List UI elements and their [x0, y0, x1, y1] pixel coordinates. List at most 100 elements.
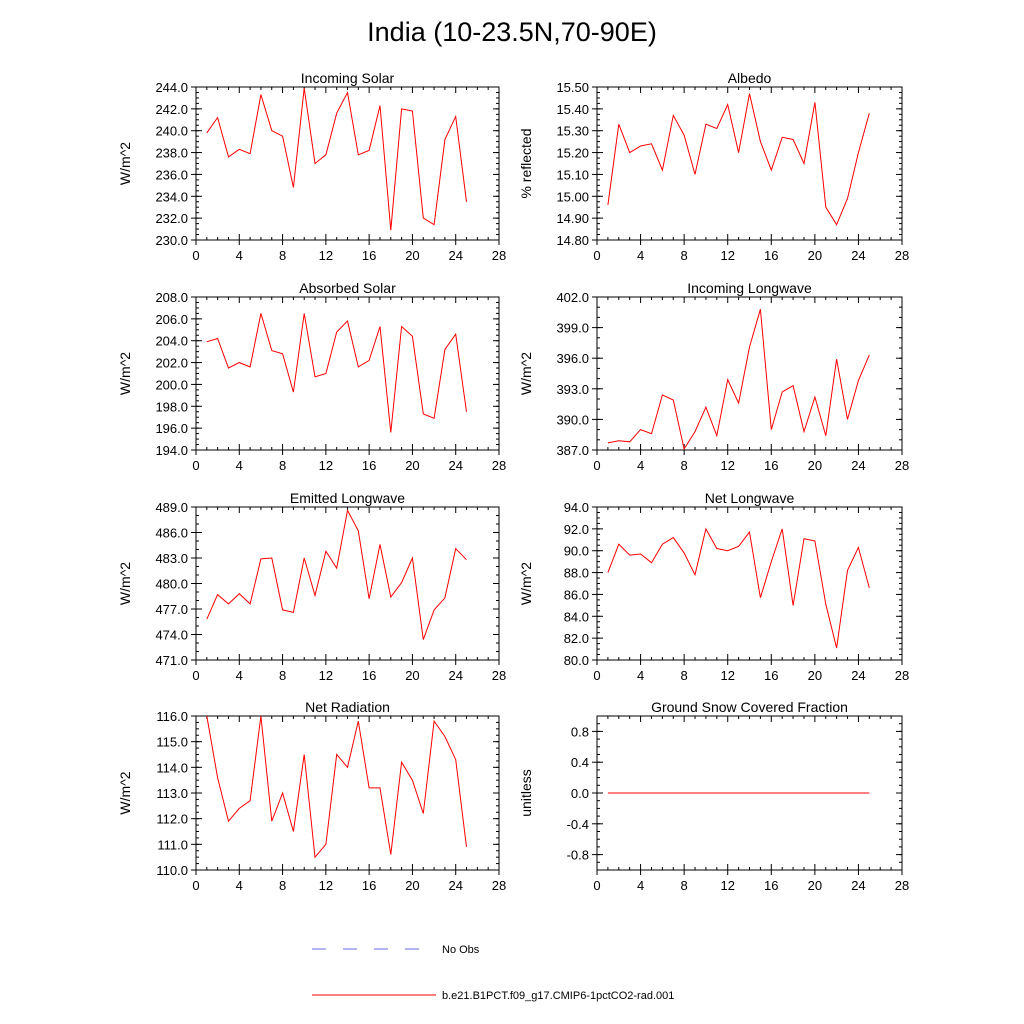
panel-net-longwave: Net Longwave W/m^2 0 4 8 12 16 20 24 28 80.0 82.0 84…: [518, 490, 909, 683]
panel-incoming-longwave: Incoming Longwave W/m^2 0 4 8 12 16 20 24 28 387.0…: [518, 280, 909, 473]
x-tick-label: 4: [637, 458, 644, 473]
x-tick-label: 20: [808, 458, 822, 473]
x-tick-label: 28: [895, 458, 909, 473]
y-tick-label: 194.0: [155, 443, 188, 458]
y-tick-label: 110.0: [156, 863, 188, 878]
x-tick-label: 20: [405, 668, 419, 683]
x-tick-label: 4: [637, 668, 644, 683]
series-line-net-longwave: [607, 527, 870, 649]
y-tick-label: 116.0: [156, 709, 188, 724]
x-tick-label: 0: [192, 668, 199, 683]
x-tick-label: 0: [593, 878, 600, 893]
x-tick-label: 4: [637, 878, 644, 893]
y-axis-label: W/m^2: [117, 771, 133, 814]
y-tick-label: 471.0: [155, 653, 188, 668]
series-line-incoming-longwave: [607, 309, 870, 451]
x-tick-label: 20: [405, 248, 419, 263]
y-tick-label: 238.0: [155, 146, 188, 161]
y-tick-label: 86.0: [564, 587, 589, 602]
legend: No Obs b.e21.B1PCT.f09_g17.CMIP6-1pctCO2…: [312, 944, 674, 1002]
y-tick-label: 208.0: [155, 290, 188, 305]
y-tick-label: 402.0: [556, 290, 589, 305]
legend-obs-label: No Obs: [442, 944, 480, 956]
x-tick-label: 12: [319, 878, 333, 893]
figure-title: India (10-23.5N,70-90E): [367, 17, 657, 47]
x-tick-label: 8: [681, 248, 688, 263]
y-tick-label: 111.0: [157, 837, 188, 852]
series-line-emitted-longwave: [206, 508, 467, 640]
x-tick-label: 0: [593, 458, 600, 473]
x-tick-label: 28: [492, 878, 506, 893]
x-tick-label: 12: [720, 248, 734, 263]
y-tick-label: 240.0: [155, 124, 188, 139]
y-tick-label: 399.0: [556, 321, 589, 336]
x-tick-label: 16: [764, 878, 778, 893]
x-tick-label: 24: [448, 458, 462, 473]
x-tick-label: 16: [362, 458, 376, 473]
y-tick-label: 14.80: [556, 233, 589, 248]
x-tick-label: 20: [405, 458, 419, 473]
x-tick-label: 8: [279, 878, 286, 893]
y-tick-label: 244.0: [155, 80, 188, 95]
y-tick-label: 232.0: [155, 211, 188, 226]
y-tick-label: 82.0: [564, 631, 589, 646]
panel-title: Ground Snow Covered Fraction: [651, 699, 848, 715]
y-tick-label: 489.0: [155, 500, 188, 515]
x-tick-label: 0: [192, 878, 199, 893]
x-tick-label: 24: [851, 458, 865, 473]
x-tick-label: 24: [448, 878, 462, 893]
y-tick-label: 88.0: [564, 566, 589, 581]
y-axis-label: W/m^2: [117, 142, 133, 185]
x-tick-label: 16: [764, 668, 778, 683]
panel-title: Albedo: [728, 70, 772, 86]
y-tick-label: 202.0: [155, 356, 188, 371]
y-tick-label: 94.0: [564, 500, 589, 515]
x-tick-label: 28: [492, 668, 506, 683]
y-tick-label: 115.0: [156, 735, 188, 750]
y-tick-label: 0.4: [571, 755, 589, 770]
x-tick-label: 28: [895, 668, 909, 683]
x-tick-label: 24: [851, 878, 865, 893]
x-tick-label: 20: [808, 668, 822, 683]
y-tick-label: 230.0: [155, 233, 188, 248]
series-line-albedo: [607, 93, 870, 226]
panel-ground-snow-covered-fraction: Ground Snow Covered Fraction unitless 0 4 8 1…: [518, 699, 909, 893]
y-axis-label: % reflected: [518, 128, 534, 198]
x-tick-label: 16: [764, 458, 778, 473]
y-tick-label: 90.0: [564, 544, 589, 559]
x-tick-label: 12: [319, 248, 333, 263]
x-tick-label: 0: [192, 248, 199, 263]
plot-frame: [596, 506, 903, 661]
plot-frame: [195, 86, 500, 241]
panel-title: Net Radiation: [305, 699, 390, 715]
y-tick-label: 393.0: [556, 382, 589, 397]
x-tick-label: 16: [362, 668, 376, 683]
panel-title: Net Longwave: [705, 490, 795, 506]
x-tick-label: 8: [279, 668, 286, 683]
y-tick-label: 15.20: [556, 146, 589, 161]
y-tick-label: 114.0: [156, 760, 188, 775]
panel-incoming-solar: Incoming Solar W/m^2 0 4 8 12 16 20 24 28 230.0 232…: [117, 70, 506, 263]
panel-net-radiation: Net Radiation W/m^2 0 4 8 12 16 20 24 28 110.0 111.…: [117, 699, 506, 893]
y-tick-label: 15.10: [556, 167, 589, 182]
y-tick-label: 480.0: [155, 577, 188, 592]
x-tick-label: 12: [720, 668, 734, 683]
y-tick-label: -0.4: [567, 817, 589, 832]
y-axis-label: unitless: [518, 769, 534, 816]
x-tick-label: 20: [405, 878, 419, 893]
y-tick-label: 113.0: [156, 786, 188, 801]
series-line-absorbed-solar: [206, 313, 467, 433]
x-tick-label: 20: [808, 248, 822, 263]
x-tick-label: 24: [448, 668, 462, 683]
x-tick-label: 0: [192, 458, 199, 473]
x-tick-label: 8: [681, 458, 688, 473]
x-tick-label: 12: [319, 458, 333, 473]
x-tick-label: 0: [593, 248, 600, 263]
y-tick-label: 92.0: [564, 522, 589, 537]
y-tick-label: 236.0: [155, 167, 188, 182]
y-tick-label: -0.8: [567, 848, 589, 863]
plot-frame: [596, 296, 903, 451]
series-line-incoming-solar: [206, 88, 467, 231]
y-tick-label: 206.0: [155, 312, 188, 327]
y-axis-label: W/m^2: [117, 352, 133, 395]
